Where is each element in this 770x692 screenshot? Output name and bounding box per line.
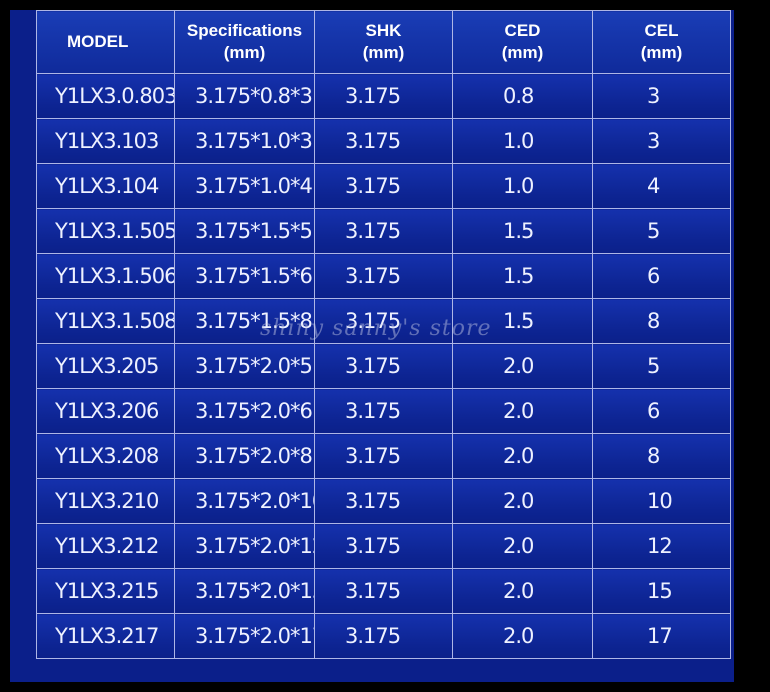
cel-cell: 15 [592, 568, 731, 614]
model-cell: Y1LX3.206 [36, 388, 175, 434]
specification-cell: 3.175*0.8*3 [174, 73, 315, 119]
shank-cell: 3.175 [314, 118, 453, 164]
cel-cell: 3 [592, 73, 731, 119]
shank-cell: 3.175 [314, 253, 453, 299]
cel-cell: 5 [592, 343, 731, 389]
cel-cell: 8 [592, 298, 731, 344]
specification-cell: 3.175*2.0*5 [174, 343, 315, 389]
specification-cell: 3.175*2.0*15 [174, 568, 315, 614]
table-body: Y1LX3.0.803 3.175*0.8*3 3.175 0.8 3 Y1LX3.103… [36, 73, 731, 659]
specification-cell: 3.175*2.0*12 [174, 523, 315, 569]
shank-cell: 3.175 [314, 73, 453, 119]
cel-cell: 3 [592, 118, 731, 164]
table-row: Y1LX3.0.803 3.175*0.8*3 3.175 0.8 3 [36, 73, 731, 119]
ced-cell: 1.5 [452, 298, 593, 344]
specification-cell: 3.175*2.0*17 [174, 613, 315, 659]
model-cell: Y1LX3.1.508 [36, 298, 175, 344]
model-cell: Y1LX3.215 [36, 568, 175, 614]
table-row: Y1LX3.208 3.175*2.0*8 3.175 2.0 8 [36, 433, 731, 479]
specification-cell: 3.175*1.0*3 [174, 118, 315, 164]
model-cell: Y1LX3.104 [36, 163, 175, 209]
ced-cell: 2.0 [452, 388, 593, 434]
ced-cell: 1.0 [452, 118, 593, 164]
ced-cell: 1.0 [452, 163, 593, 209]
table-row: Y1LX3.1.508 3.175*1.5*8 3.175 1.5 8 [36, 298, 731, 344]
header-shk: SHK (mm) [314, 10, 453, 74]
table-row: Y1LX3.205 3.175*2.0*5 3.175 2.0 5 [36, 343, 731, 389]
table-row: Y1LX3.217 3.175*2.0*17 3.175 2.0 17 [36, 613, 731, 659]
table-row: Y1LX3.1.506 3.175*1.5*6 3.175 1.5 6 [36, 253, 731, 299]
cel-cell: 8 [592, 433, 731, 479]
header-ced: CED (mm) [452, 10, 593, 74]
table-row: Y1LX3.104 3.175*1.0*4 3.175 1.0 4 [36, 163, 731, 209]
shank-cell: 3.175 [314, 388, 453, 434]
header-cel: CEL (mm) [592, 10, 731, 74]
table-row: Y1LX3.215 3.175*2.0*15 3.175 2.0 15 [36, 568, 731, 614]
spec-table-frame: MODEL Specifications (mm) SHK (mm) CED (… [10, 10, 734, 682]
table-row: Y1LX3.1.505 3.175*1.5*5 3.175 1.5 5 [36, 208, 731, 254]
specification-cell: 3.175*2.0*6 [174, 388, 315, 434]
cel-cell: 17 [592, 613, 731, 659]
model-cell: Y1LX3.208 [36, 433, 175, 479]
specification-cell: 3.175*1.5*6 [174, 253, 315, 299]
header-model: MODEL [36, 10, 175, 74]
specification-cell: 3.175*1.5*8 [174, 298, 315, 344]
model-cell: Y1LX3.217 [36, 613, 175, 659]
model-cell: Y1LX3.210 [36, 478, 175, 524]
ced-cell: 2.0 [452, 568, 593, 614]
ced-cell: 0.8 [452, 73, 593, 119]
model-cell: Y1LX3.103 [36, 118, 175, 164]
shank-cell: 3.175 [314, 478, 453, 524]
cel-cell: 4 [592, 163, 731, 209]
shank-cell: 3.175 [314, 343, 453, 389]
model-cell: Y1LX3.205 [36, 343, 175, 389]
header-row: MODEL Specifications (mm) SHK (mm) CED (… [36, 10, 731, 74]
header-specifications: Specifications (mm) [174, 10, 315, 74]
ced-cell: 2.0 [452, 433, 593, 479]
shank-cell: 3.175 [314, 613, 453, 659]
ced-cell: 2.0 [452, 613, 593, 659]
shank-cell: 3.175 [314, 163, 453, 209]
ced-cell: 1.5 [452, 208, 593, 254]
specification-cell: 3.175*2.0*8 [174, 433, 315, 479]
model-cell: Y1LX3.212 [36, 523, 175, 569]
cel-cell: 12 [592, 523, 731, 569]
model-cell: Y1LX3.0.803 [36, 73, 175, 119]
cel-cell: 10 [592, 478, 731, 524]
table-row: Y1LX3.212 3.175*2.0*12 3.175 2.0 12 [36, 523, 731, 569]
specification-cell: 3.175*1.5*5 [174, 208, 315, 254]
cel-cell: 6 [592, 388, 731, 434]
table-row: Y1LX3.103 3.175*1.0*3 3.175 1.0 3 [36, 118, 731, 164]
model-cell: Y1LX3.1.506 [36, 253, 175, 299]
ced-cell: 1.5 [452, 253, 593, 299]
shank-cell: 3.175 [314, 298, 453, 344]
specification-cell: 3.175*2.0*10 [174, 478, 315, 524]
ced-cell: 2.0 [452, 523, 593, 569]
ced-cell: 2.0 [452, 478, 593, 524]
cel-cell: 5 [592, 208, 731, 254]
shank-cell: 3.175 [314, 568, 453, 614]
table-row: Y1LX3.210 3.175*2.0*10 3.175 2.0 10 [36, 478, 731, 524]
specification-cell: 3.175*1.0*4 [174, 163, 315, 209]
ced-cell: 2.0 [452, 343, 593, 389]
shank-cell: 3.175 [314, 433, 453, 479]
shank-cell: 3.175 [314, 208, 453, 254]
shank-cell: 3.175 [314, 523, 453, 569]
spec-table: MODEL Specifications (mm) SHK (mm) CED (… [36, 10, 731, 659]
cel-cell: 6 [592, 253, 731, 299]
model-cell: Y1LX3.1.505 [36, 208, 175, 254]
table-row: Y1LX3.206 3.175*2.0*6 3.175 2.0 6 [36, 388, 731, 434]
